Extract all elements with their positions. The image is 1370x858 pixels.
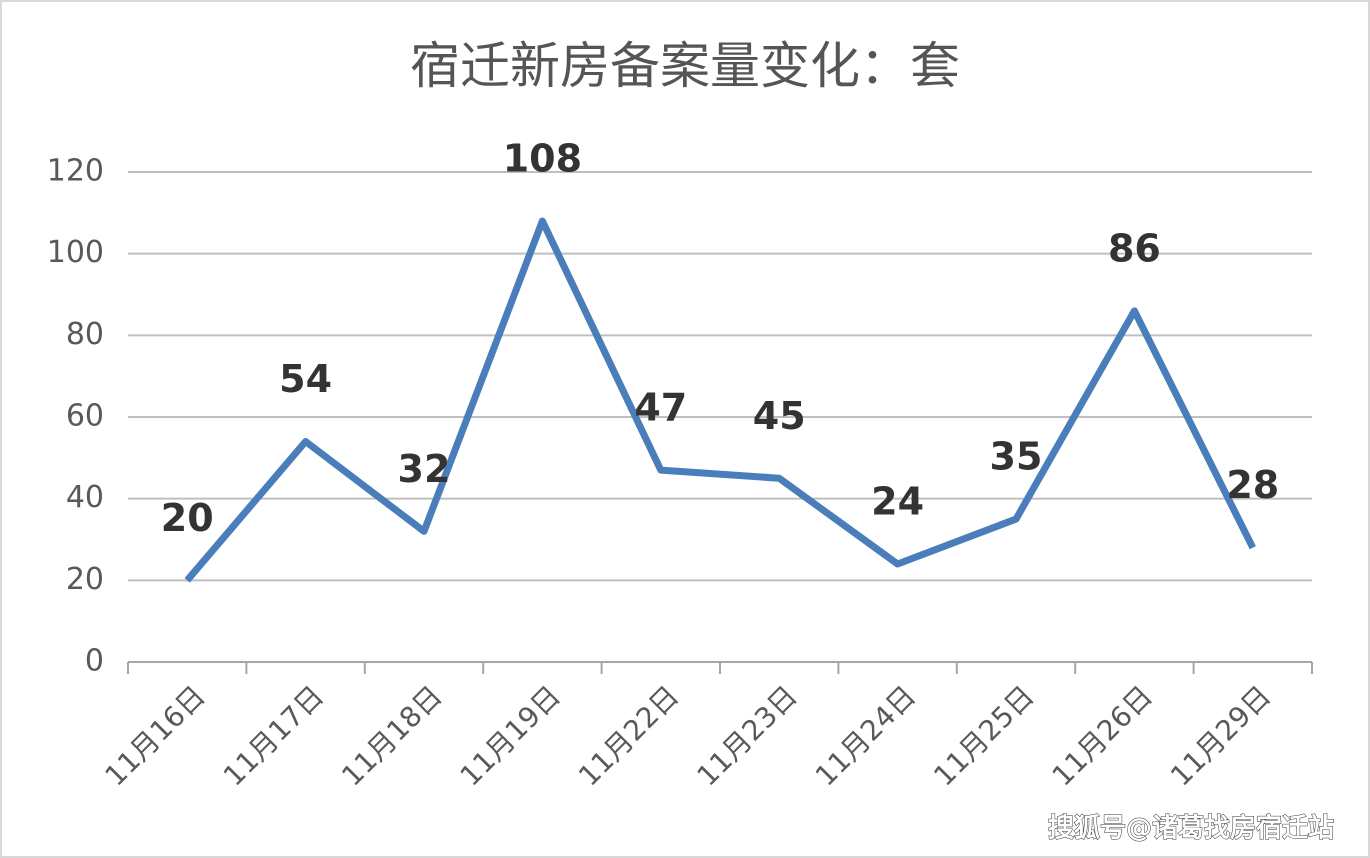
y-tick-label: 100	[47, 235, 104, 270]
y-tick-label: 60	[66, 399, 104, 434]
data-label: 86	[1108, 226, 1161, 270]
data-label: 47	[634, 386, 687, 430]
y-tick-label: 40	[66, 480, 104, 515]
watermark: 搜狐号@诸葛找房宿迁站	[1048, 813, 1334, 844]
data-label: 24	[871, 480, 924, 524]
data-label: 20	[161, 496, 214, 540]
y-tick-label: 0	[85, 644, 104, 679]
data-label: 54	[279, 357, 332, 401]
y-tick-label: 120	[47, 154, 104, 189]
line	[184, 217, 1256, 583]
data-label: 32	[398, 447, 451, 491]
data-label: 28	[1226, 463, 1279, 507]
y-tick-label: 80	[66, 317, 104, 352]
data-label: 108	[503, 137, 582, 181]
data-label: 35	[990, 435, 1043, 479]
data-label: 45	[753, 394, 806, 438]
chart-title: 宿迁新房备案量变化：套	[410, 37, 960, 95]
y-tick-label: 20	[66, 562, 104, 597]
